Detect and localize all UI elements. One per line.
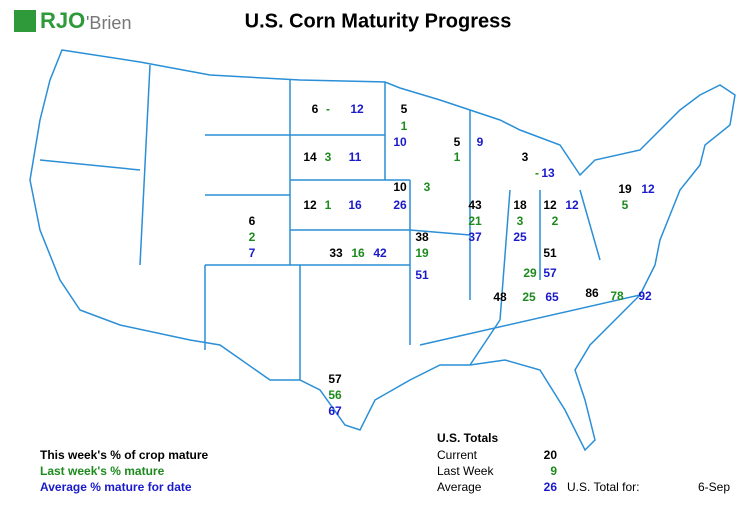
state-last-week: 16 <box>351 246 365 260</box>
state-average: 12 <box>641 182 655 196</box>
state-last-week: 3 <box>517 214 524 228</box>
state-last-week: - <box>535 166 539 180</box>
state-this-week: 6 <box>312 102 319 116</box>
state-average: 12 <box>565 198 579 212</box>
state-average: 51 <box>415 268 429 282</box>
state-last-week: 2 <box>552 214 559 228</box>
legend-average: Average % mature for date <box>40 480 192 494</box>
logo-text: RJO <box>40 8 85 33</box>
state-average: 12 <box>350 102 364 116</box>
logo-text: 'Brien <box>86 13 131 33</box>
state-last-week: 1 <box>401 119 408 133</box>
state-this-week: 5 <box>401 102 408 116</box>
totals-value: 9 <box>550 464 557 478</box>
totals-label: Current <box>437 448 478 462</box>
totals-label: Average <box>437 480 482 494</box>
totals-value: 26 <box>544 480 558 494</box>
state-average: 57 <box>543 266 557 280</box>
state-last-week: 1 <box>454 150 461 164</box>
date: 6-Sep <box>698 480 730 494</box>
logo-mark <box>14 10 36 32</box>
state-this-week: 14 <box>303 150 317 164</box>
date-label: U.S. Total for: <box>567 480 639 494</box>
state-this-week: 5 <box>454 135 461 149</box>
state-this-week: 6 <box>249 214 256 228</box>
state-this-week: 12 <box>303 198 317 212</box>
state-last-week: 25 <box>522 290 536 304</box>
state-last-week: 2 <box>249 230 256 244</box>
state-average: 65 <box>545 290 559 304</box>
state-this-week: 43 <box>468 198 482 212</box>
totals-label: Last Week <box>437 464 494 478</box>
state-last-week: 3 <box>325 150 332 164</box>
us-map <box>29 49 736 452</box>
totals-value: 20 <box>544 448 558 462</box>
state-average: 10 <box>393 135 407 149</box>
state-average: 26 <box>393 198 407 212</box>
state-last-week: 78 <box>610 289 624 303</box>
state-last-week: 56 <box>328 388 342 402</box>
state-this-week: 33 <box>329 246 343 260</box>
state-average: 13 <box>541 166 555 180</box>
state-average: 25 <box>513 230 527 244</box>
state-average: 37 <box>468 230 482 244</box>
state-last-week: 29 <box>523 266 537 280</box>
legend-this-week: This week's % of crop mature <box>40 448 209 462</box>
state-this-week: 18 <box>513 198 527 212</box>
state-last-week: 19 <box>415 246 429 260</box>
state-average: 42 <box>373 246 387 260</box>
legend-last-week: Last week's % mature <box>40 464 165 478</box>
state-average: 92 <box>638 289 652 303</box>
state-this-week: 3 <box>522 150 529 164</box>
state-this-week: 38 <box>415 230 429 244</box>
state-average: 9 <box>477 135 484 149</box>
state-average: 11 <box>349 150 362 164</box>
state-this-week: 86 <box>585 286 599 300</box>
state-this-week: 57 <box>328 372 342 386</box>
title: U.S. Corn Maturity Progress <box>245 10 512 32</box>
state-last-week: 5 <box>622 198 629 212</box>
state-this-week: 10 <box>393 180 407 194</box>
state-this-week: 12 <box>543 198 557 212</box>
state-last-week: 3 <box>424 180 431 194</box>
state-average: 67 <box>328 404 342 418</box>
state-this-week: 48 <box>493 290 507 304</box>
state-average: 16 <box>348 198 362 212</box>
state-last-week: 1 <box>325 198 332 212</box>
state-last-week: - <box>326 102 330 116</box>
state-average: 7 <box>249 246 256 260</box>
totals-title: U.S. Totals <box>437 431 498 445</box>
state-last-week: 21 <box>468 214 482 228</box>
state-this-week: 51 <box>543 246 557 260</box>
state-this-week: 19 <box>618 182 632 196</box>
